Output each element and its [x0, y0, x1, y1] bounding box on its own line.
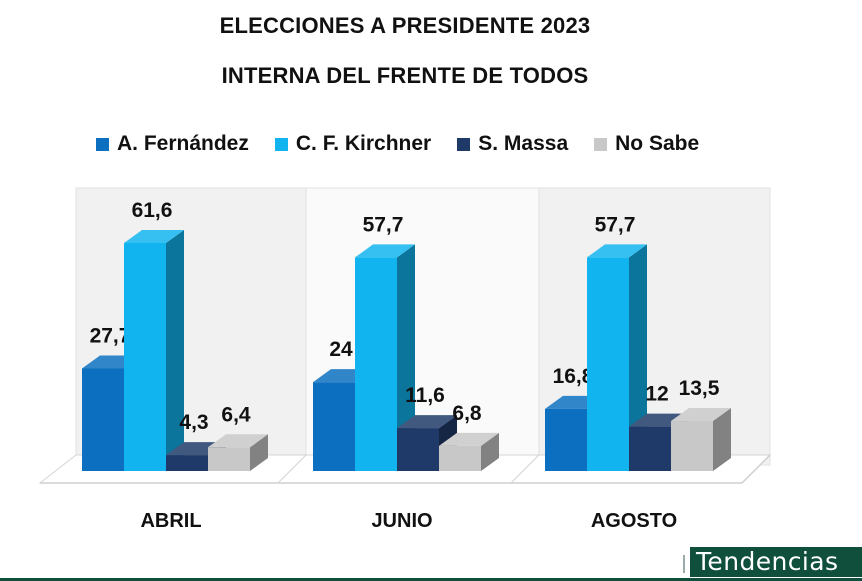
- chart-title: ELECCIONES A PRESIDENTE 2023: [219, 13, 591, 38]
- floor-right-edge: [741, 454, 771, 484]
- data-label-abril-0: 27,7: [90, 324, 131, 347]
- bar-abril-3: [208, 447, 250, 471]
- legend-label-massa: S. Massa: [478, 132, 569, 155]
- bar-junio-0: [313, 382, 355, 471]
- bar-top-abril-3: [208, 434, 268, 448]
- bar-junio-2: [397, 428, 439, 471]
- bar-junio-3: [439, 445, 481, 471]
- floor-divider: [510, 454, 540, 484]
- bar-agosto-2: [629, 426, 671, 471]
- bar-junio-1: [355, 257, 397, 471]
- category-label-abril: ABRIL: [140, 510, 201, 532]
- bar-side-abril-3: [250, 434, 268, 471]
- legend-swatch-massa: [457, 137, 471, 151]
- category-label-agosto: AGOSTO: [591, 510, 677, 532]
- category-label-junio: JUNIO: [371, 510, 432, 532]
- legend-swatch-fernandez: [96, 137, 109, 151]
- data-label-junio-3: 6,8: [452, 402, 482, 425]
- data-label-agosto-1: 57,7: [595, 213, 636, 236]
- bar-top-junio-1: [355, 244, 415, 258]
- bar-abril-1: [124, 243, 166, 471]
- data-label-junio-2: 11,6: [405, 384, 445, 407]
- legend-label-kirchner: C. F. Kirchner: [295, 132, 432, 155]
- brand-logo: Tendencias: [690, 547, 862, 577]
- bar-top-agosto-3: [671, 408, 731, 422]
- bar-agosto-3: [671, 421, 713, 471]
- data-label-abril-3: 6,4: [221, 403, 251, 426]
- bar-agosto-1: [587, 257, 629, 471]
- floor-divider: [277, 454, 307, 484]
- brand-bottom-bar: [0, 578, 862, 581]
- legend-item-nosabe: No Sabe: [594, 132, 699, 156]
- data-label-abril-1: 61,6: [132, 199, 173, 222]
- chart-subtitle: INTERNA DEL FRENTE DE TODOS: [221, 63, 589, 88]
- bar-top-junio-2: [397, 415, 457, 429]
- bar-side-junio-1: [397, 244, 415, 471]
- bar-abril-2: [166, 455, 208, 471]
- bar-side-junio-3: [481, 432, 499, 471]
- legend-label-fernandez: A. Fernández: [117, 132, 249, 155]
- legend-item-kirchner: C. F. Kirchner: [274, 132, 432, 156]
- brand-divider: [683, 555, 685, 573]
- bar-abril-0: [82, 368, 124, 471]
- bar-side-agosto-3: [713, 408, 731, 471]
- legend-item-massa: S. Massa: [457, 132, 568, 156]
- data-label-abril-2: 4,3: [179, 411, 208, 434]
- bar-side-agosto-1: [629, 244, 647, 471]
- legend-item-fernandez: A. Fernández: [96, 132, 249, 156]
- data-label-agosto-2: 12: [645, 383, 668, 406]
- data-label-agosto-3: 13,5: [679, 377, 720, 400]
- legend-swatch-kirchner: [274, 137, 288, 151]
- bar-top-abril-1: [124, 230, 184, 243]
- chart-legend: A. Fernández C. F. Kirchner S. Massa No …: [96, 132, 699, 156]
- bar-agosto-0: [545, 408, 587, 471]
- data-label-junio-1: 57,7: [363, 213, 404, 236]
- data-label-junio-0: 24: [329, 338, 353, 361]
- legend-swatch-nosabe: [594, 137, 608, 151]
- legend-label-nosabe: No Sabe: [615, 132, 700, 155]
- bar-top-agosto-1: [587, 244, 647, 258]
- data-label-agosto-0: 16,8: [553, 365, 594, 388]
- bar-side-abril-1: [166, 230, 184, 471]
- bar-top-junio-3: [439, 432, 499, 446]
